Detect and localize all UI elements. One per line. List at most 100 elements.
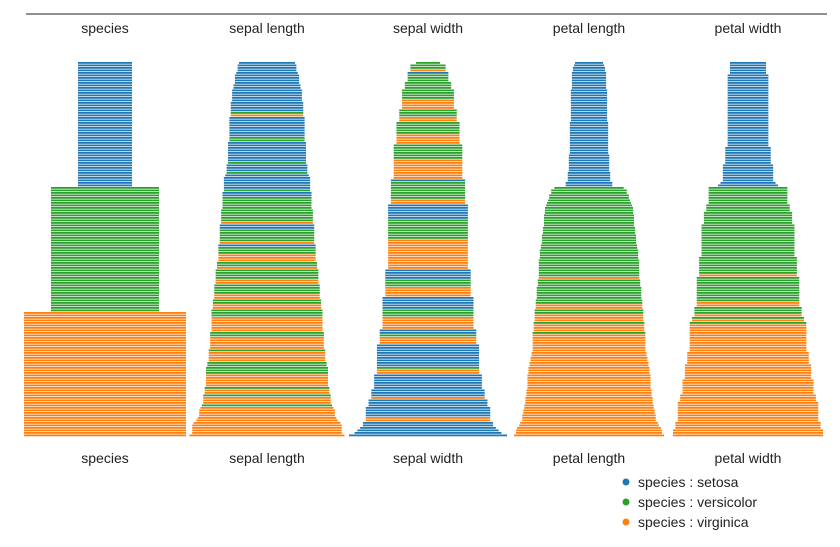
bar-versicolor xyxy=(206,372,328,374)
bar-versicolor xyxy=(410,67,446,69)
bar-versicolor xyxy=(699,264,797,267)
bar-virginica xyxy=(531,352,647,354)
bar-virginica xyxy=(24,384,186,387)
bar-setosa xyxy=(374,382,482,384)
bar-versicolor xyxy=(703,217,793,219)
bar-setosa xyxy=(371,392,485,394)
bar-versicolor xyxy=(51,239,159,242)
bar-versicolor xyxy=(701,239,795,242)
bar-virginica xyxy=(24,369,186,372)
bar-setosa xyxy=(571,87,607,89)
bar-versicolor xyxy=(541,234,637,237)
bar-versicolor xyxy=(222,197,312,199)
bar-virginica xyxy=(523,412,655,414)
bar-virginica xyxy=(376,372,480,374)
bar-setosa xyxy=(365,407,491,409)
bar-setosa xyxy=(570,117,608,119)
bar-setosa xyxy=(78,87,132,89)
bar-setosa xyxy=(78,144,132,147)
bar-virginica xyxy=(525,397,653,399)
bar-setosa xyxy=(569,129,609,132)
bar-versicolor xyxy=(538,269,640,272)
bar-versicolor xyxy=(201,404,333,407)
bar-virginica xyxy=(219,242,315,244)
bar-virginica xyxy=(215,279,319,282)
bar-versicolor xyxy=(390,184,466,187)
bar-virginica xyxy=(24,404,186,407)
bar-versicolor xyxy=(51,289,159,292)
bar-virginica xyxy=(689,327,807,329)
bar-setosa xyxy=(727,114,769,117)
bar-virginica xyxy=(527,377,651,379)
bar-virginica xyxy=(393,172,463,174)
bar-setosa xyxy=(78,182,132,184)
bar-setosa xyxy=(237,64,297,67)
bar-setosa xyxy=(567,172,611,174)
bar-virginica xyxy=(689,342,807,344)
bar-virginica xyxy=(514,434,664,437)
bar-virginica xyxy=(211,329,323,332)
bar-versicolor xyxy=(214,292,320,294)
bar-setosa xyxy=(228,149,306,152)
bar-versicolor xyxy=(546,204,632,207)
bar-versicolor xyxy=(51,307,159,309)
bar-virginica xyxy=(687,362,809,364)
bar-virginica xyxy=(527,384,651,387)
bar-setosa xyxy=(232,89,302,92)
bar-virginica xyxy=(388,264,468,267)
bar-setosa xyxy=(228,152,306,154)
bar-versicolor xyxy=(51,189,159,192)
bar-versicolor xyxy=(402,94,454,97)
bar-virginica xyxy=(675,427,821,429)
bar-virginica xyxy=(393,164,463,167)
bar-versicolor xyxy=(51,234,159,237)
bar-virginica xyxy=(199,414,335,417)
bar-setosa xyxy=(78,89,132,92)
bar-virginica xyxy=(388,247,468,249)
column-bars-3 xyxy=(349,62,507,437)
bar-versicolor xyxy=(214,287,320,289)
bar-setosa xyxy=(727,92,769,94)
bar-virginica xyxy=(211,324,323,327)
bar-virginica xyxy=(696,302,800,304)
bar-setosa xyxy=(570,102,608,104)
bar-setosa xyxy=(727,94,769,97)
bar-setosa xyxy=(722,174,774,177)
bar-virginica xyxy=(388,267,468,269)
bar-virginica xyxy=(680,399,816,402)
bar-versicolor xyxy=(540,247,638,249)
bar-setosa xyxy=(78,104,132,107)
bar-setosa xyxy=(368,404,488,407)
bar-versicolor xyxy=(51,267,159,269)
bar-setosa xyxy=(727,89,769,92)
bar-versicolor xyxy=(535,302,643,304)
bar-virginica xyxy=(533,327,645,329)
bar-virginica xyxy=(390,199,466,202)
bar-setosa xyxy=(78,127,132,129)
bar-setosa xyxy=(573,64,605,67)
bar-virginica xyxy=(388,252,468,254)
bar-virginica xyxy=(526,389,652,392)
bar-versicolor xyxy=(708,194,788,197)
bar-setosa xyxy=(727,109,769,112)
bar-setosa xyxy=(368,399,488,402)
bar-virginica xyxy=(24,332,186,334)
bar-versicolor xyxy=(51,217,159,219)
bar-setosa xyxy=(569,149,609,152)
bar-virginica xyxy=(206,384,328,387)
bar-virginica xyxy=(532,347,646,349)
bar-versicolor xyxy=(223,189,311,192)
bar-versicolor xyxy=(379,334,477,337)
bar-virginica xyxy=(210,337,324,339)
bar-versicolor xyxy=(708,187,788,189)
bar-virginica xyxy=(687,359,809,362)
bar-setosa xyxy=(234,74,300,77)
bar-setosa xyxy=(78,184,132,187)
bar-virginica xyxy=(534,317,644,319)
bar-versicolor xyxy=(222,204,312,207)
bar-setosa xyxy=(727,129,769,132)
bar-versicolor xyxy=(701,247,795,249)
bar-versicolor xyxy=(382,314,474,317)
bar-virginica xyxy=(684,377,812,379)
bar-virginica xyxy=(680,394,816,397)
